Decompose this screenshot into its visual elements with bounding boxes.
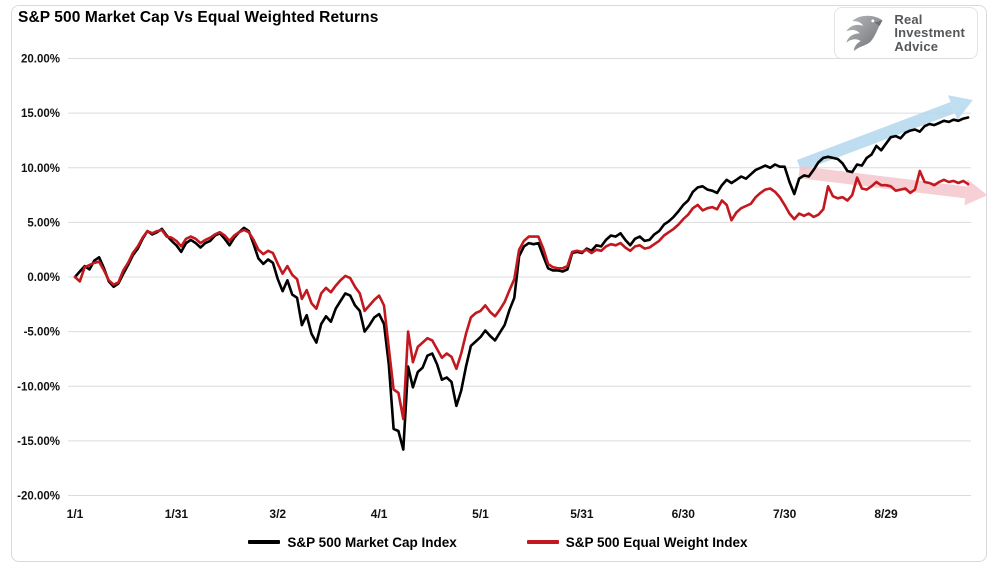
x-tick-label: 8/29 [874,507,898,521]
ria-logo: Real Investment Advice [834,7,978,59]
x-tick-label: 4/1 [371,507,388,521]
y-tick-label: -20.00% [17,491,60,503]
y-tick-label: -5.00% [24,327,60,339]
chart-title: S&P 500 Market Cap Vs Equal Weighted Ret… [18,9,379,26]
downtrend-arrow-head [964,179,988,206]
legend-swatch-market-cap [248,540,281,544]
y-tick-label: 5.00% [27,217,60,229]
sp500-market-cap-line [73,116,970,451]
logo-text: Real Investment Advice [894,13,965,54]
logo-line-2: Investment [894,25,965,41]
sp500-equal-weight-line [73,169,970,421]
uptrend-arrow-head [948,95,973,120]
x-tick-label: 5/1 [472,507,489,521]
y-tick-label: 15.00% [21,108,60,120]
x-tick-label: 6/30 [672,507,696,521]
legend-label-equal-weight: S&P 500 Equal Weight Index [565,534,748,550]
uptrend-arrow [797,102,955,172]
legend-swatch-equal-weight [526,540,559,544]
x-tick-label: 3/2 [269,507,286,521]
x-tick-label: 5/31 [570,507,594,521]
logo-line-1: Real [894,11,923,27]
legend-item-equal-weight: S&P 500 Equal Weight Index [526,534,748,550]
downtrend-arrow [798,166,967,199]
y-tick-label: 0.00% [27,272,60,284]
y-tick-label: -10.00% [17,381,60,393]
y-tick-label: 20.00% [21,54,60,66]
y-tick-label: -15.00% [17,436,60,448]
y-tick-label: 10.00% [21,163,60,175]
legend-label-market-cap: S&P 500 Market Cap Index [287,534,457,550]
x-tick-label: 1/31 [165,507,189,521]
x-tick-label: 7/30 [773,507,797,521]
logo-line-3: Advice [894,38,939,54]
legend: S&P 500 Market Cap Index S&P 500 Equal W… [0,530,996,554]
legend-item-market-cap: S&P 500 Market Cap Index [248,534,457,550]
chart-frame [11,5,987,562]
eagle-icon [846,15,883,52]
x-tick-label: 1/1 [67,507,84,521]
